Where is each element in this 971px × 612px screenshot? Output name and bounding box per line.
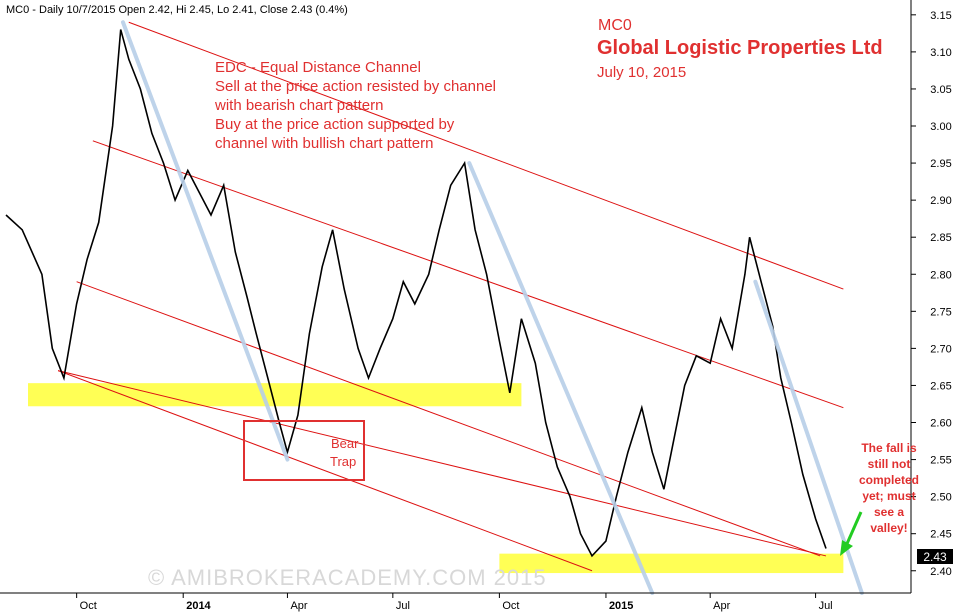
x-tick-label: 2015 — [609, 600, 633, 612]
y-axis-ticks: 3.15 3.10 3.05 3.00 2.95 2.90 2.85 2.80 2.75 2.70… — [911, 10, 952, 578]
support-zone — [499, 553, 844, 574]
y-tick-label: 2.60 — [930, 418, 951, 430]
fall-note-line: see a — [874, 505, 904, 519]
company-title: Global Logistic Properties Ltd — [597, 37, 883, 59]
x-tick-label: Oct — [502, 600, 519, 612]
trend-line — [753, 279, 864, 595]
y-tick-label: 2.50 — [930, 492, 951, 504]
y-tick-label: 3.10 — [930, 47, 951, 59]
y-tick-label: 2.40 — [930, 566, 951, 578]
y-tick-label: 2.85 — [930, 232, 951, 244]
x-tick-label: Jul — [396, 600, 410, 612]
green-arrow-icon — [840, 511, 863, 556]
y-tick-label: 2.75 — [930, 306, 951, 318]
ticker-title: MC0 — [598, 17, 632, 34]
y-tick-label: 3.05 — [930, 84, 951, 96]
y-tick-label: 2.90 — [930, 195, 951, 207]
x-tick-label: Oct — [80, 600, 97, 612]
edc-annotation: EDC - Equal Distance Channel Sell at the… — [214, 59, 496, 152]
fall-note-line: completed — [859, 473, 919, 487]
header-info: MC0 - Daily 10/7/2015 Open 2.42, Hi 2.45… — [6, 4, 348, 16]
edc-line: with bearish chart pattern — [214, 97, 383, 114]
last-price-tag: 2.43 — [917, 549, 953, 564]
channel-lines — [57, 21, 844, 572]
x-tick-label: Apr — [290, 600, 307, 612]
fall-note: The fall is still not completed yet; mus… — [859, 441, 919, 535]
fall-note-line: The fall is — [861, 441, 917, 455]
channel-line — [92, 140, 844, 409]
y-tick-label: 2.55 — [930, 455, 951, 467]
bear-trap-box — [243, 420, 365, 481]
y-tick-label: 2.70 — [930, 343, 951, 355]
trend-lines — [120, 20, 864, 595]
bear-trap-label: Trap — [330, 454, 356, 469]
date-title: July 10, 2015 — [597, 64, 686, 81]
channel-line — [57, 370, 593, 572]
fall-note-line: yet; must — [862, 489, 915, 503]
fall-note-line: still not — [868, 457, 911, 471]
fall-note-line: valley! — [870, 521, 907, 535]
trend-line — [120, 20, 290, 462]
price-line — [5, 29, 827, 558]
x-axis-ticks: Oct 2014 Apr Jul Oct 2015 Apr Jul — [76, 593, 833, 612]
edc-line: channel with bullish chart pattern — [215, 135, 433, 152]
y-tick-label: 3.15 — [930, 10, 951, 22]
price-series — [5, 29, 827, 558]
bear-trap-label: Bear — [331, 436, 359, 451]
channel-line — [128, 21, 844, 290]
trend-line — [467, 161, 655, 595]
channel-line — [76, 281, 821, 557]
y-tick-label: 2.65 — [930, 380, 951, 392]
y-tick-label: 2.45 — [930, 529, 951, 541]
y-tick-label: 2.95 — [930, 158, 951, 170]
x-tick-label: Apr — [713, 600, 730, 612]
edc-line: EDC - Equal Distance Channel — [215, 59, 421, 76]
last-price-bg — [917, 549, 953, 564]
y-tick-label: 3.00 — [930, 121, 951, 133]
edc-line: Buy at the price action supported by — [215, 116, 455, 133]
x-tick-label: Jul — [819, 600, 833, 612]
edc-line: Sell at the price action resisted by cha… — [215, 78, 496, 95]
channel-line — [58, 370, 827, 557]
x-tick-label: 2014 — [186, 600, 211, 612]
last-price-label: 2.43 — [923, 550, 947, 564]
y-tick-label: 2.80 — [930, 269, 951, 281]
watermark: © AMIBROKERACADEMY.COM 2015 — [148, 565, 547, 590]
